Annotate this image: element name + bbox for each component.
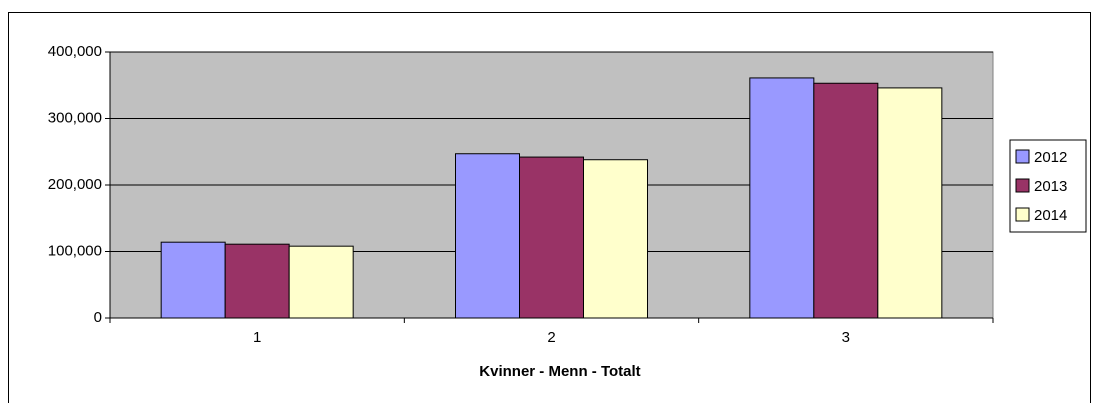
y-tick-label: 300,000: [48, 109, 102, 126]
legend-label: 2014: [1034, 207, 1067, 224]
bar: [877, 87, 943, 319]
y-tick-label: 100,000: [48, 242, 102, 259]
y-tick-label: 400,000: [48, 43, 102, 60]
x-tick-label: 1: [253, 329, 261, 346]
bar: [455, 153, 520, 319]
x-tick-label: 2: [547, 329, 555, 346]
bar: [813, 82, 879, 319]
bar: [583, 159, 648, 319]
y-tick-label: 0: [94, 309, 102, 326]
legend-swatch: [1015, 178, 1030, 193]
bar: [749, 77, 815, 319]
bar: [224, 243, 290, 319]
legend-swatch: [1015, 149, 1030, 164]
bar: [288, 245, 354, 319]
x-tick-label: 3: [842, 329, 850, 346]
legend-label: 2012: [1034, 149, 1067, 166]
y-tick-label: 200,000: [48, 176, 102, 193]
legend-label: 2013: [1034, 178, 1067, 195]
x-axis-label: Kvinner - Menn - Totalt: [479, 363, 640, 380]
bar: [519, 156, 584, 319]
bar: [160, 241, 226, 319]
legend-swatch: [1015, 207, 1030, 222]
